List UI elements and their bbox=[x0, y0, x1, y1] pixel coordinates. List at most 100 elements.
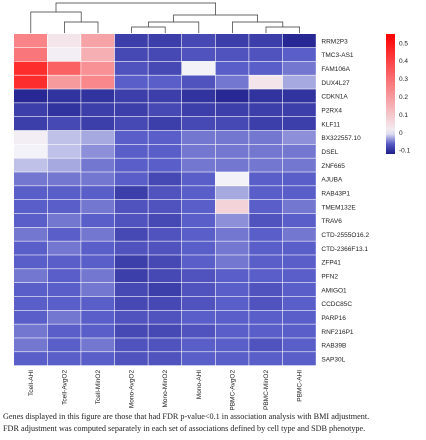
column-label: PBMC-AHI bbox=[297, 370, 304, 402]
heatmap-cell bbox=[14, 296, 47, 310]
color-legend-tick-label: 0 bbox=[399, 130, 403, 137]
row-label: BX322557.10 bbox=[321, 135, 361, 142]
heatmap-cell bbox=[14, 324, 47, 338]
row-label: CCDC85C bbox=[321, 301, 352, 308]
column-labels: Tcell-AHI Tcell-AvgO2 Tcell-MinO2 Mono-AvgO… bbox=[28, 370, 304, 410]
heatmap-cell bbox=[114, 116, 148, 131]
dendrogram-branch bbox=[148, 21, 200, 33]
row-label: ZNF665 bbox=[321, 163, 345, 170]
heatmap-cell bbox=[114, 213, 148, 228]
heatmap-cell bbox=[114, 144, 148, 158]
heatmap-cell bbox=[47, 75, 81, 89]
heatmap-cell bbox=[182, 47, 215, 62]
heatmap-cell bbox=[47, 89, 81, 103]
color-legend-tick-label: 0.5 bbox=[399, 40, 408, 47]
heatmap-cell bbox=[148, 172, 182, 186]
heatmap-cell bbox=[282, 296, 316, 310]
column-label: Mono-AHI bbox=[196, 370, 203, 399]
color-legend: 0.5 0.4 0.3 0.2 0.1 0 -0.1 bbox=[386, 34, 411, 155]
heatmap-cell bbox=[148, 158, 182, 172]
row-label: RAB43P1 bbox=[321, 190, 350, 197]
heatmap-cell bbox=[14, 352, 47, 366]
row-label: SAP30L bbox=[321, 356, 345, 363]
row-label: FAM106A bbox=[321, 66, 350, 73]
heatmap-cell bbox=[282, 324, 316, 338]
heatmap-cell bbox=[148, 255, 182, 269]
heatmap-cell bbox=[249, 324, 283, 338]
heatmap-cell bbox=[47, 324, 81, 338]
row-label: CTD-2366F13.1 bbox=[321, 246, 368, 253]
heatmap-cell bbox=[249, 213, 283, 228]
heatmap-cell bbox=[282, 338, 316, 352]
heatmap-cell bbox=[215, 213, 249, 228]
heatmap-cell bbox=[182, 199, 215, 214]
heatmap-cell bbox=[47, 310, 81, 324]
heatmap-cell bbox=[114, 130, 148, 145]
heatmap-cell bbox=[47, 34, 81, 48]
heatmap-cell bbox=[114, 47, 148, 62]
heatmap-chart: RRM2P3 TMC3-AS1 FAM106A DUX4L27 CDKN1A P2RX4 K… bbox=[14, 2, 411, 410]
heatmap-cell bbox=[14, 172, 47, 186]
color-legend-tick-label: 0.1 bbox=[399, 112, 408, 119]
dendrogram-branch bbox=[173, 14, 258, 22]
heatmap-cell bbox=[148, 213, 182, 228]
heatmap-cell bbox=[81, 324, 115, 338]
heatmap-cell bbox=[249, 130, 283, 145]
row-label: TMEM132E bbox=[321, 204, 356, 211]
heatmap-cell bbox=[249, 352, 283, 366]
heatmap-cell bbox=[81, 172, 115, 186]
heatmap-cell bbox=[14, 310, 47, 324]
heatmap-cell bbox=[182, 130, 215, 145]
heatmap-cell bbox=[182, 310, 215, 324]
row-label: ZFP41 bbox=[321, 260, 341, 267]
heatmap-cell bbox=[249, 199, 283, 214]
heatmap-cell bbox=[14, 338, 47, 352]
heatmap-cell bbox=[81, 199, 115, 214]
heatmap-cell bbox=[148, 227, 182, 241]
row-labels: RRM2P3 TMC3-AS1 FAM106A DUX4L27 CDKN1A P2RX4 K… bbox=[321, 38, 369, 363]
heatmap-cell bbox=[14, 241, 47, 255]
heatmap-cell bbox=[282, 89, 316, 103]
caption-line-1: Genes displayed in this figure are those… bbox=[3, 412, 370, 421]
heatmap-cell bbox=[282, 227, 316, 241]
row-label: CDKN1A bbox=[321, 94, 348, 101]
column-dendrogram bbox=[30, 2, 300, 33]
heatmap-cell bbox=[148, 186, 182, 200]
heatmap-cell bbox=[81, 47, 115, 62]
heatmap-cell bbox=[81, 241, 115, 255]
heatmap-cell bbox=[282, 186, 316, 200]
dendrogram-branch bbox=[265, 26, 300, 33]
heatmap-cell bbox=[81, 75, 115, 89]
heatmap-cell bbox=[14, 269, 47, 283]
heatmap-cell bbox=[182, 75, 215, 89]
row-label: PARP16 bbox=[321, 315, 346, 322]
heatmap-cell bbox=[215, 61, 249, 75]
heatmap-cell bbox=[148, 324, 182, 338]
heatmap-cell bbox=[114, 338, 148, 352]
heatmap-cell bbox=[215, 186, 249, 200]
heatmap-cell bbox=[215, 352, 249, 366]
heatmap-cell bbox=[215, 144, 249, 158]
heatmap-cell bbox=[182, 116, 215, 131]
heatmap-cell bbox=[282, 144, 316, 158]
heatmap-cell bbox=[182, 34, 215, 48]
heatmap-cell bbox=[249, 310, 283, 324]
heatmap-cell bbox=[47, 172, 81, 186]
row-label: DSEL bbox=[321, 149, 338, 156]
heatmap-cell bbox=[282, 116, 316, 131]
row-label: AJUBA bbox=[321, 177, 343, 184]
heatmap-cell bbox=[215, 158, 249, 172]
heatmap-cell bbox=[47, 116, 81, 131]
heatmap-cell bbox=[249, 47, 283, 62]
heatmap-cell bbox=[282, 255, 316, 269]
heatmap-cell bbox=[215, 227, 249, 241]
row-label: RRM2P3 bbox=[321, 38, 348, 45]
heatmap-cell bbox=[182, 61, 215, 75]
heatmap-cell bbox=[114, 296, 148, 310]
heatmap-cell bbox=[148, 296, 182, 310]
row-label: PFN2 bbox=[321, 273, 338, 280]
heatmap-cell bbox=[215, 241, 249, 255]
heatmap-cell bbox=[249, 241, 283, 255]
heatmap-cell bbox=[81, 116, 115, 131]
heatmap-cell bbox=[282, 130, 316, 145]
